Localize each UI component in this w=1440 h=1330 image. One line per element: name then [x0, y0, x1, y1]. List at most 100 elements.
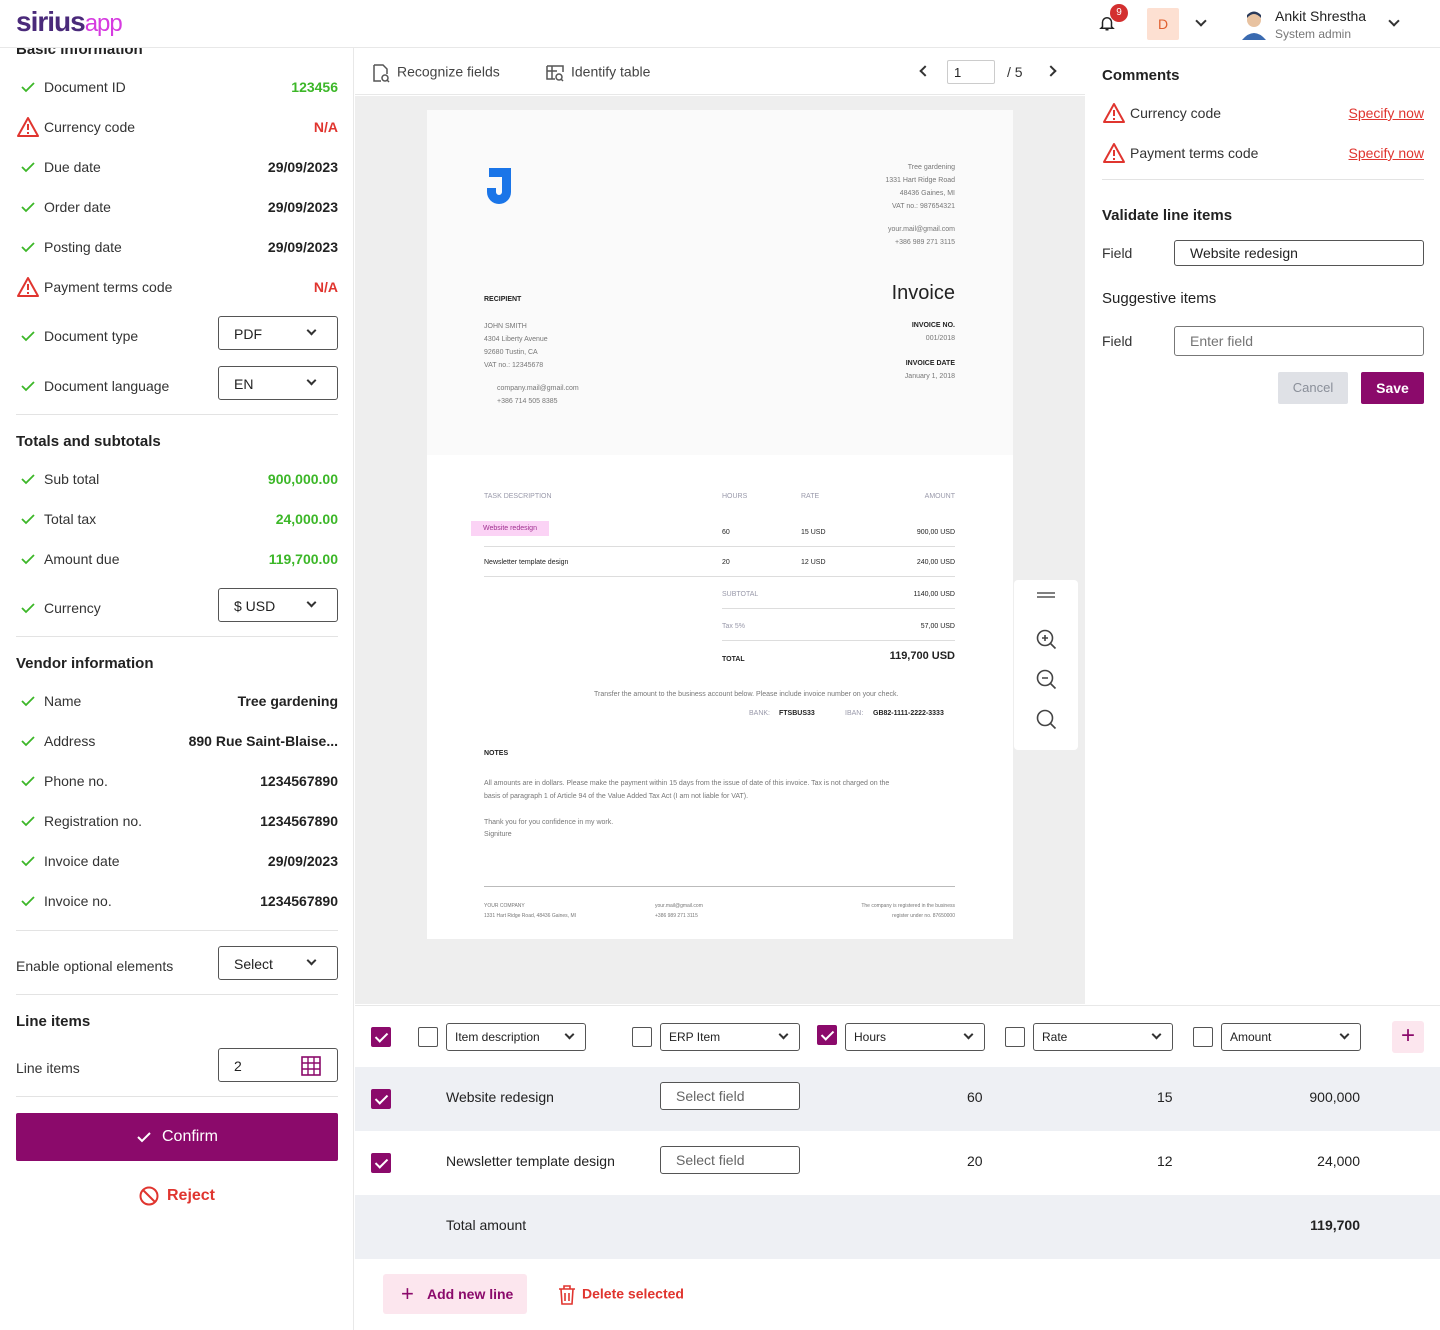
recognize-fields-button[interactable]: Recognize fields — [371, 63, 500, 83]
column-select-hours[interactable]: Hours — [845, 1023, 985, 1051]
field-value[interactable]: 29/09/2023 — [267, 199, 338, 215]
table-row: Website redesign Select field 60 15 900,… — [355, 1067, 1440, 1131]
column-select-erp-item[interactable]: ERP Item — [660, 1023, 800, 1051]
column-select-amount[interactable]: Amount — [1221, 1023, 1361, 1051]
divider — [16, 414, 338, 415]
column-select-rate[interactable]: Rate — [1033, 1023, 1173, 1051]
field-value[interactable]: 890 Rue Saint-Blaise... — [188, 733, 338, 749]
reject-button[interactable]: Reject — [0, 1186, 353, 1206]
grid-icon[interactable] — [301, 1056, 321, 1076]
field-label: Invoice date — [44, 853, 120, 869]
divider — [16, 930, 338, 931]
warning-icon — [17, 117, 39, 137]
next-page-button[interactable] — [1045, 65, 1057, 77]
field-value[interactable]: 123456 — [291, 79, 338, 95]
suggestive-field-input[interactable] — [1174, 326, 1424, 356]
column-checkbox[interactable] — [1193, 1027, 1213, 1047]
previous-page-button[interactable] — [919, 65, 931, 77]
document-type-select[interactable]: PDF — [218, 316, 338, 350]
field-row: Name Tree gardening — [16, 689, 338, 713]
add-new-line-button[interactable]: + Add new line — [383, 1274, 527, 1314]
field-label: Enable optional elements — [16, 958, 174, 974]
row-checkbox[interactable] — [371, 1089, 391, 1109]
add-column-button[interactable]: + — [1392, 1021, 1424, 1053]
delete-selected-button[interactable]: Delete selected — [558, 1285, 684, 1305]
confirm-button[interactable]: Confirm — [16, 1113, 338, 1161]
save-button[interactable]: Save — [1361, 372, 1424, 404]
column-checkbox[interactable] — [418, 1027, 438, 1047]
select-all-checkbox[interactable] — [371, 1027, 391, 1047]
specify-now-link[interactable]: Specify now — [1348, 145, 1424, 161]
drag-handle-icon[interactable] — [1035, 584, 1057, 606]
document-language-select[interactable]: EN — [218, 366, 338, 400]
column-checkbox[interactable] — [632, 1027, 652, 1047]
field-label: Document ID — [44, 79, 126, 95]
zoom-out-icon[interactable] — [1035, 668, 1057, 690]
line-items-count-input[interactable]: 2 — [218, 1048, 338, 1082]
validate-field-input[interactable] — [1174, 240, 1424, 266]
field-row: Amount due 119,700.00 — [16, 547, 338, 571]
check-icon — [21, 696, 35, 707]
validate-title: Validate line items — [1102, 207, 1233, 224]
field-value[interactable]: N/A — [313, 119, 338, 135]
workspace-avatar[interactable]: D — [1147, 8, 1179, 40]
erp-field-select[interactable]: Select field — [660, 1082, 800, 1110]
erp-field-select[interactable]: Select field — [660, 1146, 800, 1174]
document-search-icon — [373, 64, 390, 83]
check-icon — [21, 202, 35, 213]
identify-table-button[interactable]: Identify table — [545, 63, 650, 83]
check-icon — [21, 242, 35, 253]
field-value[interactable]: 29/09/2023 — [267, 853, 338, 869]
field-value[interactable]: 29/09/2023 — [267, 159, 338, 175]
field-value[interactable]: Tree gardening — [237, 693, 338, 709]
currency-select[interactable]: $ USD — [218, 588, 338, 622]
field-label: Currency code — [44, 119, 136, 135]
field-document-language: Document language EN — [16, 366, 338, 400]
section-title-line-items: Line items — [16, 1013, 91, 1030]
column-select-item-description[interactable]: Item description — [446, 1023, 586, 1051]
field-value[interactable]: 1234567890 — [260, 773, 338, 789]
field-label: Name — [44, 693, 82, 709]
chevron-down-icon[interactable] — [1388, 15, 1400, 27]
field-label: Invoice no. — [44, 893, 112, 909]
warning-icon — [1103, 143, 1125, 163]
field-label: Document language — [44, 378, 170, 394]
comments-title: Comments — [1102, 67, 1180, 84]
section-title-totals: Totals and subtotals — [16, 433, 161, 450]
check-icon — [21, 474, 35, 485]
field-value[interactable]: 29/09/2023 — [267, 239, 338, 255]
avatar[interactable] — [1241, 10, 1267, 40]
document-viewer: Tree gardening 1331 Hart Ridge Road 4843… — [355, 96, 1085, 1004]
warning-icon — [17, 277, 39, 297]
check-icon — [21, 603, 35, 614]
field-value[interactable]: 1234567890 — [260, 813, 338, 829]
highlighted-field[interactable]: Website redesign — [471, 521, 549, 536]
notification-badge: 9 — [1110, 4, 1128, 22]
app-logo[interactable]: siriusapp — [16, 6, 123, 37]
column-checkbox[interactable] — [1005, 1027, 1025, 1047]
field-value[interactable]: 900,000.00 — [267, 471, 338, 487]
chevron-down-icon — [306, 325, 317, 336]
check-icon — [21, 736, 35, 747]
page-number-input[interactable] — [947, 60, 995, 84]
field-label: Amount due — [44, 551, 120, 567]
optional-elements-select[interactable]: Select — [218, 946, 338, 980]
column-checkbox[interactable] — [817, 1025, 837, 1045]
table-total-row: Total amount 119,700 — [355, 1195, 1440, 1259]
field-currency: Currency $ USD — [16, 588, 338, 622]
plus-icon: + — [401, 1281, 414, 1306]
chevron-down-icon[interactable] — [1195, 15, 1207, 27]
top-bar: siriusapp 9 D Ankit Shrestha System admi… — [0, 0, 1440, 48]
cancel-button[interactable]: Cancel — [1278, 372, 1348, 404]
bell-icon[interactable] — [1098, 14, 1116, 32]
divider — [16, 1096, 338, 1097]
specify-now-link[interactable]: Specify now — [1348, 105, 1424, 121]
search-icon[interactable] — [1035, 708, 1057, 730]
field-value[interactable]: N/A — [313, 279, 338, 295]
field-label: Order date — [44, 199, 111, 215]
row-checkbox[interactable] — [371, 1153, 391, 1173]
zoom-in-icon[interactable] — [1035, 628, 1057, 650]
field-value[interactable]: 24,000.00 — [275, 511, 338, 527]
field-value[interactable]: 1234567890 — [260, 893, 338, 909]
field-value[interactable]: 119,700.00 — [268, 551, 338, 567]
